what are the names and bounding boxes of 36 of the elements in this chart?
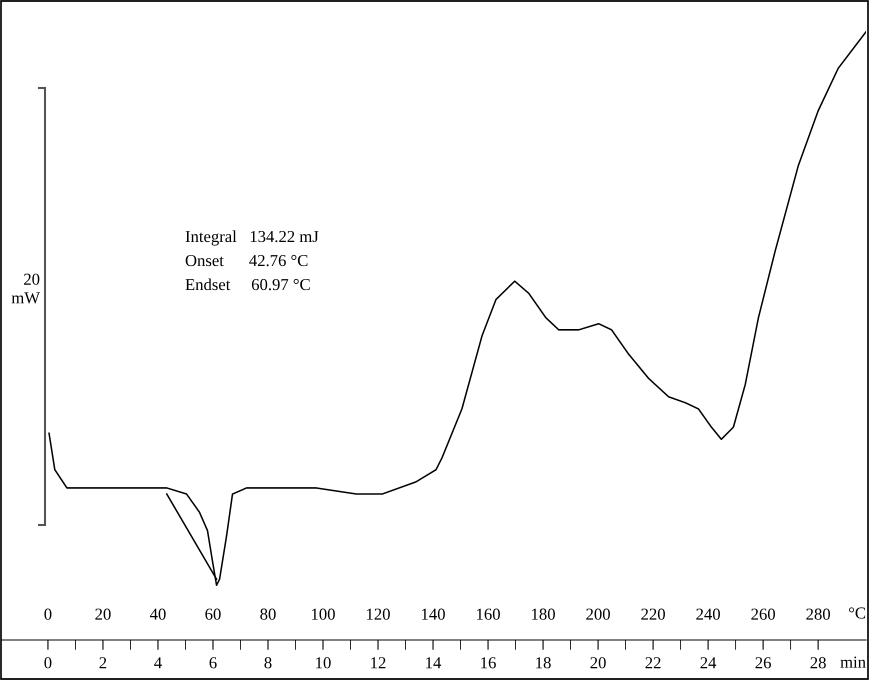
x2-tick-label: 2 xyxy=(100,657,106,668)
annotation: Onset 42.76 °C xyxy=(186,254,308,266)
x-tick-label: 100 xyxy=(312,608,335,620)
x2-tick-label: 18 xyxy=(536,657,551,668)
x-tick-label: 60 xyxy=(205,608,221,620)
x-tick-label: 180 xyxy=(532,608,555,620)
annotation: Integral 134.22 mJ xyxy=(186,230,318,246)
x-tick-label: 120 xyxy=(366,608,390,620)
x2-tick-label: 0 xyxy=(44,657,52,668)
x-tick-label: 20 xyxy=(95,608,111,620)
x-tick-label: 280 xyxy=(806,608,830,620)
x-tick-label: 240 xyxy=(696,608,720,620)
x-tick-label: 200 xyxy=(586,608,610,620)
x2-tick-label: 28 xyxy=(810,657,826,668)
x2-tick-label: 6 xyxy=(210,657,217,668)
x-tick-label: 80 xyxy=(260,608,276,620)
annotation: 20 mW xyxy=(12,274,40,304)
x-axis-title: °C xyxy=(849,607,866,619)
x2-tick-label: 26 xyxy=(756,657,771,668)
x2-tick-label: 12 xyxy=(371,657,386,668)
x-tick-label: 40 xyxy=(150,608,166,620)
x2-tick-label: 4 xyxy=(154,657,162,668)
x-tick-label: 140 xyxy=(422,608,445,620)
x2-tick-label: 16 xyxy=(481,657,496,668)
x2-tick-label: 14 xyxy=(426,657,442,668)
x2-tick-label: 20 xyxy=(590,657,606,668)
x2-tick-label: 22 xyxy=(645,657,661,668)
x-tick-label: 260 xyxy=(751,608,775,620)
x2-axis-title: min xyxy=(840,656,866,668)
x-tick-label: 0 xyxy=(44,608,52,620)
x2-tick-label: 24 xyxy=(700,657,716,668)
x2-tick-label: 10 xyxy=(316,657,331,668)
x-tick-label: 220 xyxy=(641,608,665,620)
x-tick-label: 160 xyxy=(477,608,500,620)
annotation: Endset 60.97 °C xyxy=(185,278,310,290)
x2-tick-label: 8 xyxy=(264,657,272,668)
